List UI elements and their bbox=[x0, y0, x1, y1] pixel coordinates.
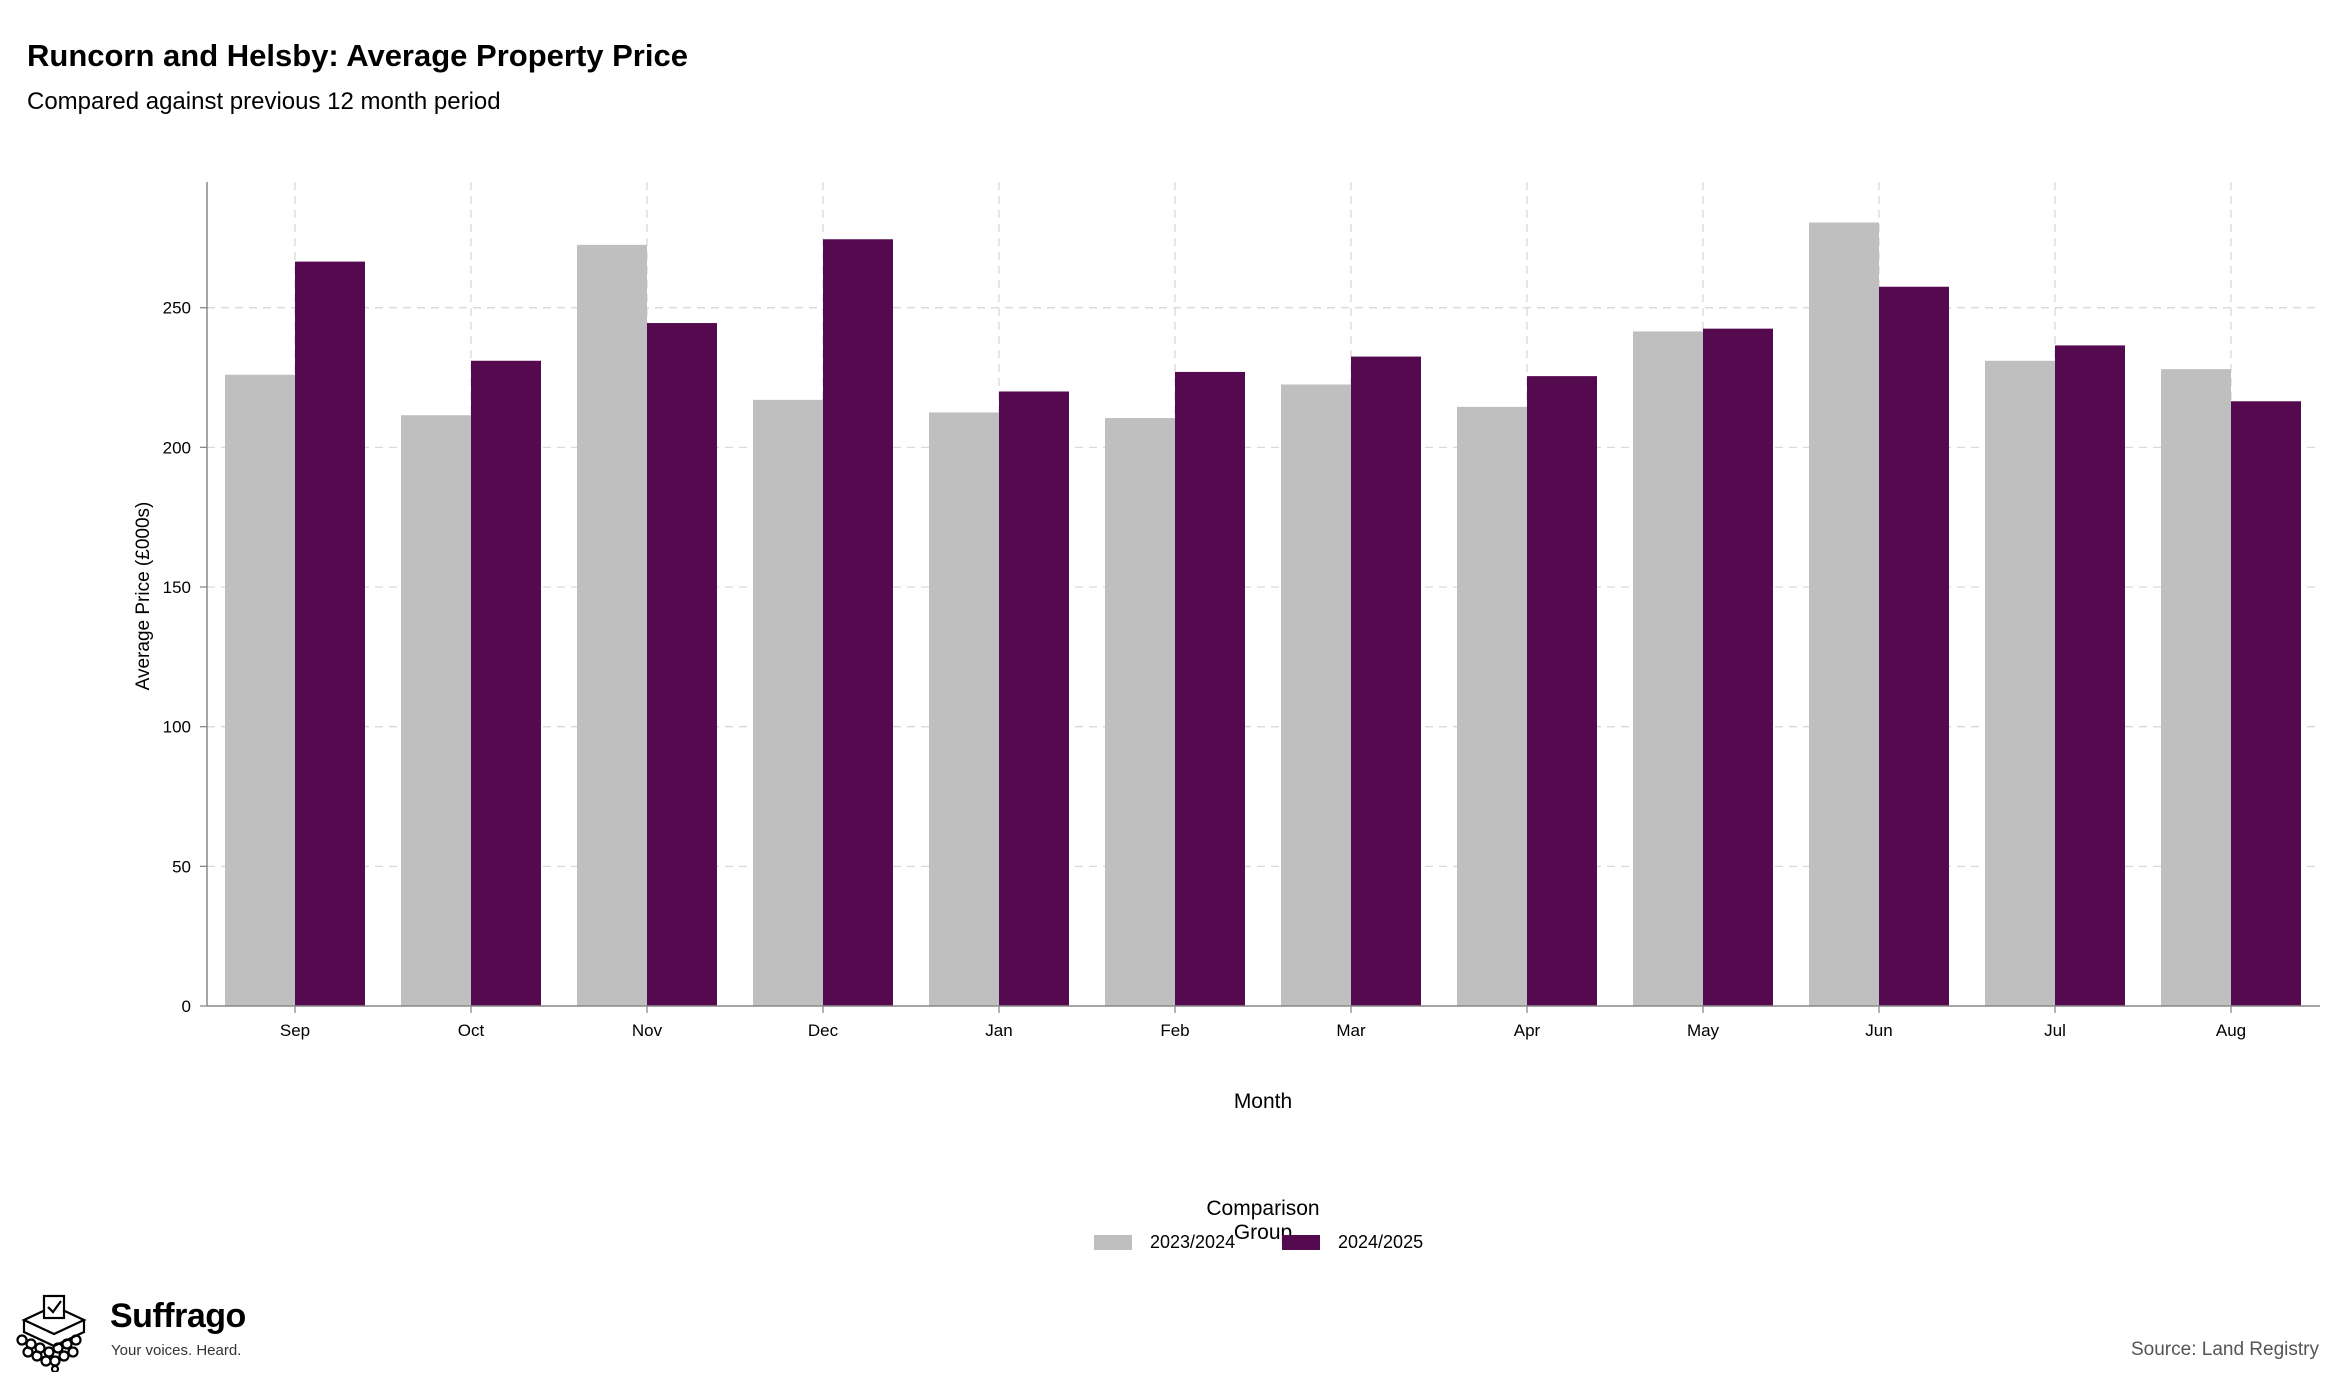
bar-nov-2024-2025 bbox=[647, 323, 717, 1006]
x-tick-label: Sep bbox=[280, 1021, 310, 1040]
legend-item-2024-2025: 2024/2025 bbox=[1282, 1232, 1423, 1253]
x-tick-label: Jul bbox=[2044, 1021, 2066, 1040]
bar-jul-2023-2024 bbox=[1985, 360, 2055, 1006]
bar-oct-2023-2024 bbox=[401, 415, 471, 1006]
bar-dec-2024-2025 bbox=[823, 239, 893, 1007]
bar-aug-2023-2024 bbox=[2161, 369, 2231, 1006]
ballot-box-logo-icon bbox=[16, 1294, 87, 1372]
x-axis-label: Month bbox=[1234, 1090, 1292, 1113]
bar-chart: 0 50 100 150 200 250 Sep Oct Nov Dec Jan Feb Mar Apr M… bbox=[133, 182, 2320, 1113]
legend-label-2023-2024: 2023/2024 bbox=[1150, 1232, 1236, 1252]
bar-nov-2023-2024 bbox=[577, 244, 647, 1006]
x-tick-label: Oct bbox=[458, 1021, 485, 1040]
x-tick-label: Jun bbox=[1865, 1021, 1892, 1040]
x-tick-label: Dec bbox=[808, 1021, 839, 1040]
bar-jul-2024-2025 bbox=[2055, 345, 2125, 1006]
bar-may-2023-2024 bbox=[1633, 331, 1703, 1007]
bar-jan-2023-2024 bbox=[929, 412, 999, 1006]
bar-may-2024-2025 bbox=[1703, 328, 1773, 1007]
bar-jun-2024-2025 bbox=[1879, 286, 1949, 1007]
chart-title: Runcorn and Helsby: Average Property Pri… bbox=[27, 38, 688, 73]
y-tick-label: 150 bbox=[163, 578, 191, 597]
x-tick-label: Jan bbox=[985, 1021, 1012, 1040]
brand-name: Suffrago bbox=[110, 1297, 246, 1335]
axes bbox=[200, 182, 2320, 1013]
bar-dec-2023-2024 bbox=[753, 399, 823, 1006]
x-tick-label: Aug bbox=[2216, 1021, 2246, 1040]
bars bbox=[225, 222, 2301, 1007]
y-tick-label: 250 bbox=[163, 299, 191, 318]
bar-apr-2023-2024 bbox=[1457, 406, 1527, 1006]
x-tick-label: Apr bbox=[1514, 1021, 1541, 1040]
bar-mar-2024-2025 bbox=[1351, 356, 1421, 1006]
bar-apr-2024-2025 bbox=[1527, 376, 1597, 1007]
brand-tagline: Your voices. Heard. bbox=[111, 1342, 242, 1359]
x-tick-label: Nov bbox=[632, 1021, 663, 1040]
x-tick-label: Feb bbox=[1160, 1021, 1189, 1040]
legend-swatch-2023-2024 bbox=[1094, 1235, 1132, 1250]
x-tick-label: Mar bbox=[1336, 1021, 1366, 1040]
bar-mar-2023-2024 bbox=[1281, 384, 1351, 1006]
source-note: Source: Land Registry bbox=[2131, 1339, 2319, 1360]
y-axis-label: Average Price (£000s) bbox=[133, 502, 154, 691]
bar-jun-2023-2024 bbox=[1809, 222, 1879, 1006]
chart-subtitle: Compared against previous 12 month perio… bbox=[27, 88, 501, 115]
x-tick-label: May bbox=[1687, 1021, 1720, 1040]
bar-sep-2023-2024 bbox=[225, 374, 295, 1007]
legend-swatch-2024-2025 bbox=[1282, 1235, 1320, 1250]
bar-aug-2024-2025 bbox=[2231, 401, 2301, 1006]
tick-labels: 0 50 100 150 200 250 Sep Oct Nov Dec Jan Feb Mar Apr M… bbox=[163, 299, 2247, 1040]
legend-title: Comparison Group bbox=[1206, 1197, 1320, 1244]
y-tick-label: 100 bbox=[163, 718, 191, 737]
legend-label-2024-2025: 2024/2025 bbox=[1338, 1232, 1424, 1252]
legend-item-2023-2024: 2023/2024 bbox=[1094, 1232, 1235, 1253]
bar-oct-2024-2025 bbox=[471, 360, 541, 1006]
bar-jan-2024-2025 bbox=[999, 391, 1069, 1006]
bar-feb-2024-2025 bbox=[1175, 371, 1245, 1007]
bar-feb-2023-2024 bbox=[1105, 418, 1175, 1007]
y-tick-label: 200 bbox=[163, 438, 191, 457]
y-tick-label: 50 bbox=[172, 857, 191, 876]
y-tick-label: 0 bbox=[182, 997, 191, 1016]
bar-sep-2024-2025 bbox=[295, 261, 365, 1006]
